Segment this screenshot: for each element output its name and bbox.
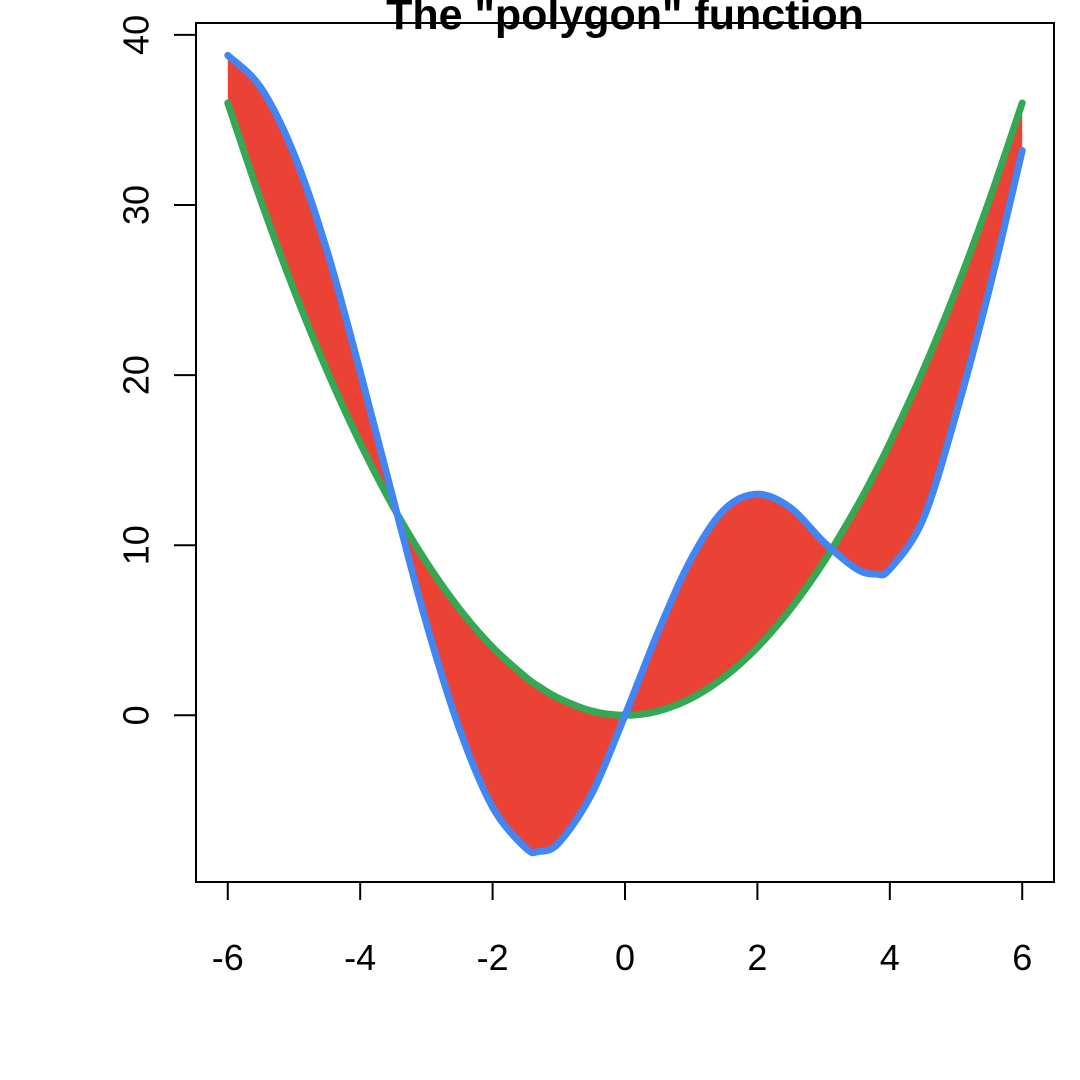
fill-between-layer: [227, 55, 1023, 853]
x-tick-label: 0: [615, 937, 635, 978]
fill-between-region: [227, 55, 1023, 853]
x-tick-label: 4: [880, 937, 900, 978]
x-tick-label: -4: [344, 937, 376, 978]
x-tick-label: 6: [1012, 937, 1032, 978]
series-lines-layer: [224, 51, 1026, 857]
x-tick-label: -6: [212, 937, 244, 978]
y-tick-label: 40: [116, 15, 157, 55]
series-line-green: [224, 99, 1026, 719]
series-line-blue: [224, 51, 1026, 857]
y-tick-label: 0: [116, 705, 157, 725]
x-tick-label: 2: [747, 937, 767, 978]
y-tick-label: 10: [116, 525, 157, 565]
chart-title: The "polygon" function: [386, 0, 864, 39]
x-axis: -6 -4 -2 0 2 4 6: [212, 881, 1032, 978]
y-axis: 0 10 20 30 40: [116, 15, 197, 725]
y-tick-label: 20: [116, 355, 157, 395]
x-tick-label: -2: [477, 937, 509, 978]
y-tick-label: 30: [116, 185, 157, 225]
